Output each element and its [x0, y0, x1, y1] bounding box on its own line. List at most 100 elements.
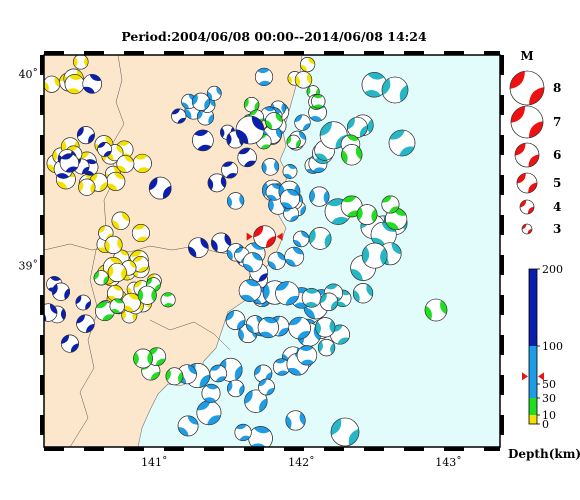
focal-mechanism [132, 153, 152, 173]
latitude-label: 40˚ [19, 68, 39, 81]
focal-mechanism [78, 178, 96, 196]
focal-mechanism [121, 307, 138, 324]
focal-mechanism [267, 251, 286, 270]
depth-marker-right [538, 372, 544, 381]
focal-mechanism [248, 426, 273, 447]
focal-mechanism [104, 235, 123, 254]
focal-mechanism [121, 292, 141, 313]
magnitude-legend-ball [509, 70, 545, 106]
focal-mechanism [381, 76, 409, 104]
focal-mechanism [106, 284, 124, 302]
depth-scale-tick-label: 50 [542, 378, 556, 391]
focal-mechanism [171, 108, 187, 124]
focal-mechanism [93, 270, 109, 286]
focal-mechanism [107, 262, 127, 282]
focal-mechanism [346, 116, 368, 138]
focal-mechanism [257, 316, 279, 339]
magnitude-legend-label: 4 [553, 200, 561, 214]
magnitude-legend-label: 8 [553, 81, 561, 95]
focal-mechanism [319, 292, 339, 312]
focal-mechanism [261, 158, 280, 176]
focal-mechanism [132, 255, 149, 273]
focal-mechanism [109, 298, 125, 314]
depth-marker-left [522, 372, 528, 381]
focal-mechanism [207, 173, 227, 193]
map-frame [40, 51, 504, 451]
map-area [40, 51, 504, 451]
longitude-labels: 141˚ 142˚ 143˚ [141, 456, 462, 469]
focal-mechanism [234, 423, 252, 442]
magnitude-legend-label: 3 [553, 222, 561, 236]
depth-scale-band [529, 384, 537, 398]
focal-mechanism [64, 74, 85, 95]
focal-mechanism [196, 400, 222, 426]
longitude-label: 142˚ [288, 456, 315, 469]
focal-mechanism [227, 379, 245, 398]
focal-mechanism [235, 115, 265, 145]
focal-mechanism [238, 279, 262, 302]
focal-mechanism [286, 134, 301, 149]
focal-mechanism [356, 204, 378, 225]
magnitude-legend-title: M [520, 49, 533, 63]
map-title: Period:2004/06/08 00:00--2014/06/08 14:2… [121, 29, 427, 44]
depth-scale-band [529, 415, 537, 424]
depth-scale-band [529, 269, 537, 346]
depth-scale-band [529, 398, 537, 415]
magnitude-legend-ball [521, 223, 533, 235]
focal-mechanism [73, 55, 89, 70]
magnitude-legend-ball [514, 142, 540, 168]
focal-mechanism [211, 232, 232, 253]
prefecture-boundary [149, 319, 231, 351]
focal-mechanism [296, 345, 318, 366]
depth-scale-tick-label: 10 [542, 409, 556, 422]
focal-mechanism [388, 129, 416, 157]
focal-mechanism [116, 155, 135, 173]
focal-mechanism [97, 142, 112, 157]
latitude-label: 39˚ [19, 259, 39, 272]
focal-mechanism [76, 126, 95, 145]
focal-mechanism [191, 92, 211, 111]
latitude-labels: 40˚ 39˚ [19, 68, 39, 272]
magnitude-legend-ball [516, 172, 538, 194]
focal-mechanism [311, 94, 326, 109]
focal-mechanism [361, 72, 387, 98]
focal-mechanism [75, 294, 92, 311]
magnitude-legend-ball [519, 199, 535, 215]
focal-mechanism [275, 281, 300, 306]
focal-mechanism [254, 364, 273, 383]
focal-mechanism [309, 186, 330, 207]
focal-mechanism [244, 389, 268, 413]
highlight-marker-left [246, 232, 253, 241]
focal-mechanism [206, 85, 222, 101]
focal-mechanism [188, 237, 209, 258]
focal-mechanism [424, 298, 448, 322]
focal-mechanism [315, 317, 336, 338]
focal-mechanism [106, 171, 126, 191]
focal-mechanism [60, 334, 79, 353]
focal-mechanism [237, 147, 257, 168]
earthquake-mechanisms [44, 55, 448, 447]
focal-mechanism [51, 282, 71, 301]
magnitude-legend-label: 6 [553, 148, 561, 162]
focal-mechanism [44, 75, 61, 93]
focal-mechanism [59, 153, 80, 173]
focal-mechanism [294, 71, 313, 89]
focal-mechanism [165, 367, 184, 386]
depth-scale-band [529, 346, 537, 384]
focal-mechanism [137, 285, 157, 305]
focal-mechanism [160, 292, 176, 308]
longitude-label: 141˚ [141, 456, 168, 469]
focal-mechanism [272, 358, 291, 376]
prefecture-boundary [44, 243, 263, 263]
focal-mechanism [288, 316, 311, 340]
focal-mechanism [330, 417, 360, 447]
focal-mechanism [381, 195, 400, 214]
focal-mechanism [258, 378, 275, 396]
focal-mechanism [209, 364, 228, 383]
focal-mechanism [370, 221, 397, 248]
depth-scale-title: Depth(km) [508, 447, 580, 461]
highlight-marker-right [276, 232, 283, 241]
focal-mechanism [352, 283, 374, 304]
focal-mechanism [282, 164, 298, 179]
